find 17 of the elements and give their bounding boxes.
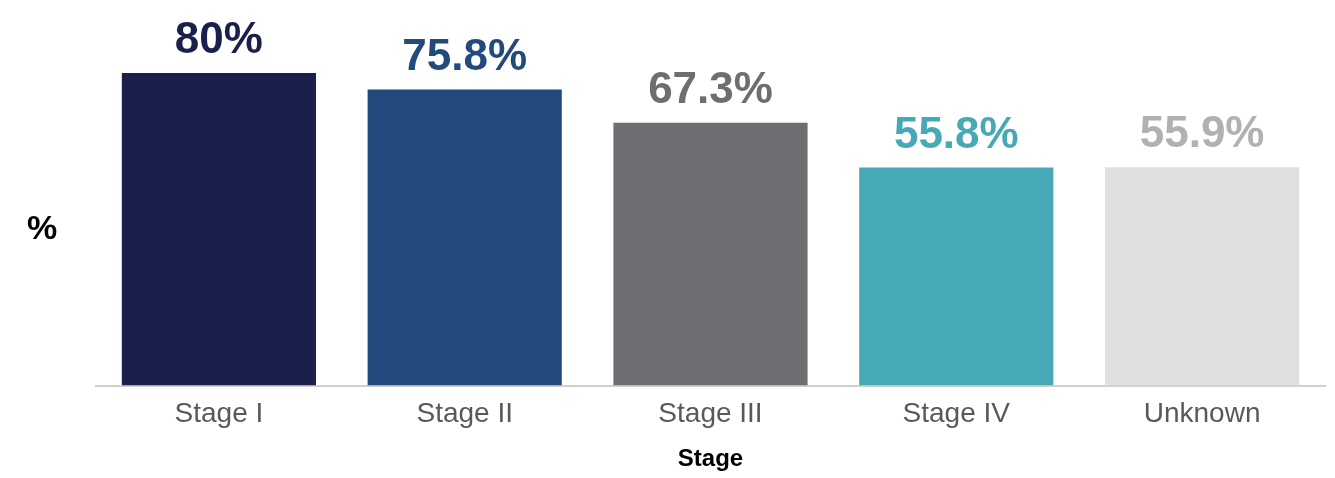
bar bbox=[613, 122, 808, 386]
bar bbox=[1105, 167, 1300, 386]
x-tick-label: Unknown bbox=[1143, 397, 1261, 429]
x-tick-label: Stage I bbox=[174, 397, 264, 429]
x-tick-label: Stage II bbox=[416, 397, 513, 429]
data-label: 75.8% bbox=[402, 29, 528, 79]
x-axis-title: Stage bbox=[677, 444, 744, 472]
x-tick-label: Stage III bbox=[658, 397, 763, 429]
bar bbox=[367, 89, 562, 386]
x-tick-label: Stage IV bbox=[902, 397, 1011, 429]
bar bbox=[859, 167, 1054, 386]
bar bbox=[121, 73, 316, 386]
data-label: 67.3% bbox=[648, 62, 773, 112]
data-label: 55.8% bbox=[893, 107, 1019, 157]
data-label: 80% bbox=[174, 13, 263, 63]
y-axis-title: % bbox=[26, 207, 58, 246]
data-label: 55.9% bbox=[1139, 107, 1265, 157]
